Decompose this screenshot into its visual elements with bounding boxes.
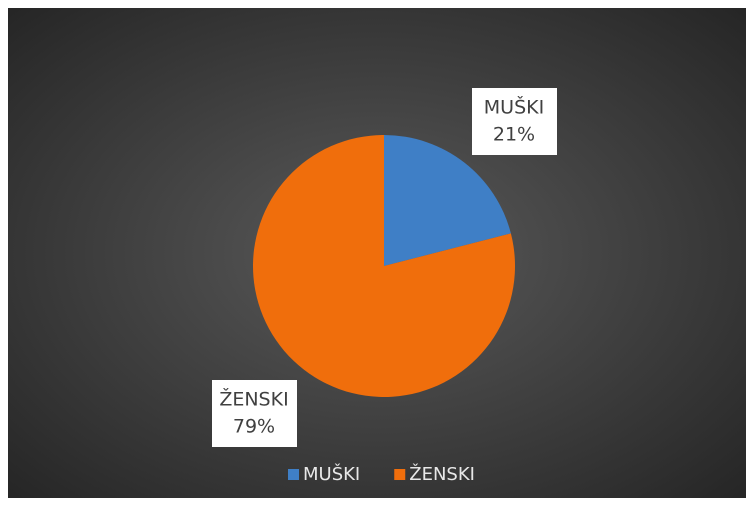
legend-swatch	[288, 469, 299, 480]
legend-label: MUŠKI	[303, 463, 360, 485]
data-label-name: MUŠKI	[484, 95, 544, 119]
data-label-value: 79%	[233, 416, 275, 438]
data-label-value: 21%	[493, 124, 535, 146]
data-label-box	[472, 88, 557, 155]
data-label-box	[212, 380, 297, 447]
pie-slice	[384, 135, 511, 266]
pie-slice	[253, 135, 515, 397]
data-label-name: ŽENSKI	[219, 388, 288, 411]
legend-label: ŽENSKI	[409, 463, 475, 485]
legend-swatch	[394, 469, 406, 480]
